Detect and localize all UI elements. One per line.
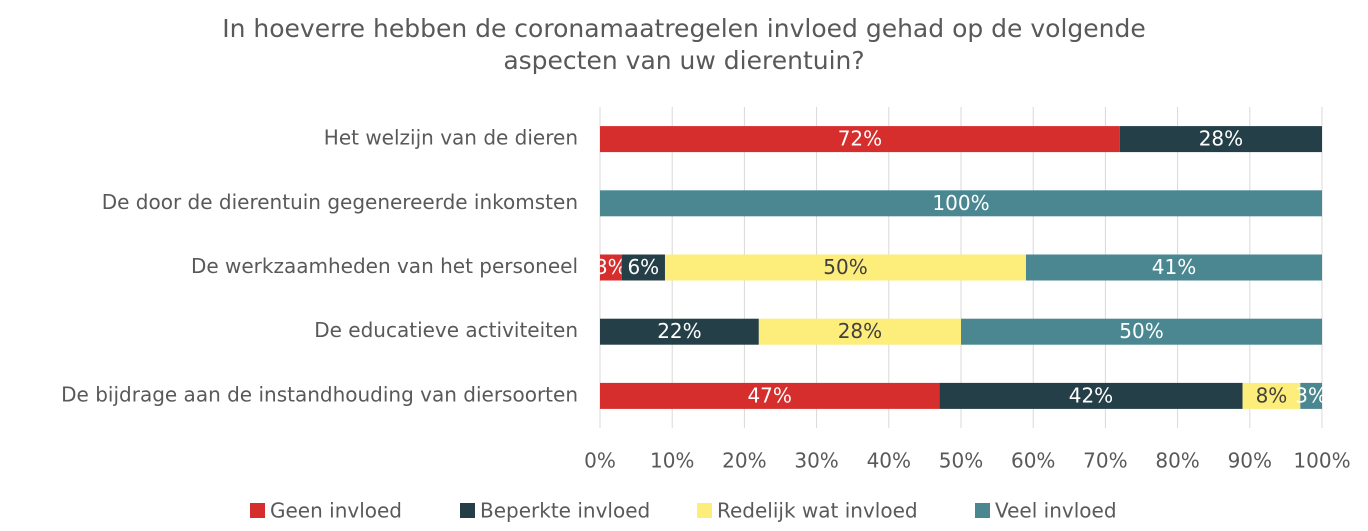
bar-segment: [939, 382, 1243, 409]
legend-label: Geen invloed: [270, 499, 402, 523]
data-label: 22%: [657, 319, 701, 343]
x-tick-label: 70%: [1083, 449, 1127, 473]
x-tick-label: 90%: [1228, 449, 1272, 473]
x-tick-label: 100%: [1293, 449, 1350, 473]
bar-segment: [1300, 382, 1322, 409]
x-tick-label: 50%: [939, 449, 983, 473]
data-label: 50%: [1119, 319, 1163, 343]
x-tick-label: 20%: [722, 449, 766, 473]
data-label: 28%: [1199, 127, 1243, 151]
legend-label: Veel invloed: [995, 499, 1117, 523]
legend-swatch: [697, 503, 712, 518]
legend-swatch: [975, 503, 990, 518]
bar-segment: [1025, 254, 1322, 281]
x-tick-label: 0%: [584, 449, 616, 473]
x-tick-label: 80%: [1155, 449, 1199, 473]
bar-segment: [600, 382, 940, 409]
data-label: 8%: [1256, 383, 1288, 407]
x-tick-label: 40%: [867, 449, 911, 473]
data-label: 72%: [838, 127, 882, 151]
chart-title: aspecten van uw dierentuin?: [503, 46, 864, 75]
bar-segment: [600, 190, 1322, 217]
data-label: 50%: [823, 255, 867, 279]
chart-title: In hoeverre hebben de coronamaatregelen …: [222, 14, 1146, 43]
bar-segment: [664, 254, 1026, 281]
y-tick-label: De educatieve activiteiten: [314, 318, 578, 342]
bar-segment: [621, 254, 665, 281]
data-label: 100%: [932, 191, 989, 215]
legend-label: Beperkte invloed: [480, 499, 650, 523]
data-label: 3%: [595, 255, 627, 279]
legend-swatch: [250, 503, 265, 518]
legend-swatch: [460, 503, 475, 518]
x-tick-label: 60%: [1011, 449, 1055, 473]
y-tick-label: De door de dierentuin gegenereerde inkom…: [102, 190, 578, 214]
x-tick-label: 10%: [650, 449, 694, 473]
bar-segment: [1242, 382, 1301, 409]
data-label: 3%: [1295, 383, 1327, 407]
data-label: 42%: [1069, 383, 1113, 407]
bar-segment: [600, 126, 1120, 153]
data-label: 41%: [1152, 255, 1196, 279]
y-tick-label: De werkzaamheden van het personeel: [191, 254, 578, 278]
bar-segment: [961, 318, 1322, 345]
y-tick-label: Het welzijn van de dieren: [324, 126, 578, 150]
bar-segment: [758, 318, 961, 345]
x-tick-label: 30%: [794, 449, 838, 473]
data-label: 28%: [838, 319, 882, 343]
data-label: 6%: [627, 255, 659, 279]
bar-segment: [1119, 126, 1322, 153]
bar-segment: [600, 254, 622, 281]
data-label: 47%: [747, 383, 791, 407]
legend-label: Redelijk wat invloed: [717, 499, 918, 523]
y-tick-label: De bijdrage aan de instandhouding van di…: [61, 382, 578, 406]
bar-segment: [600, 318, 759, 345]
